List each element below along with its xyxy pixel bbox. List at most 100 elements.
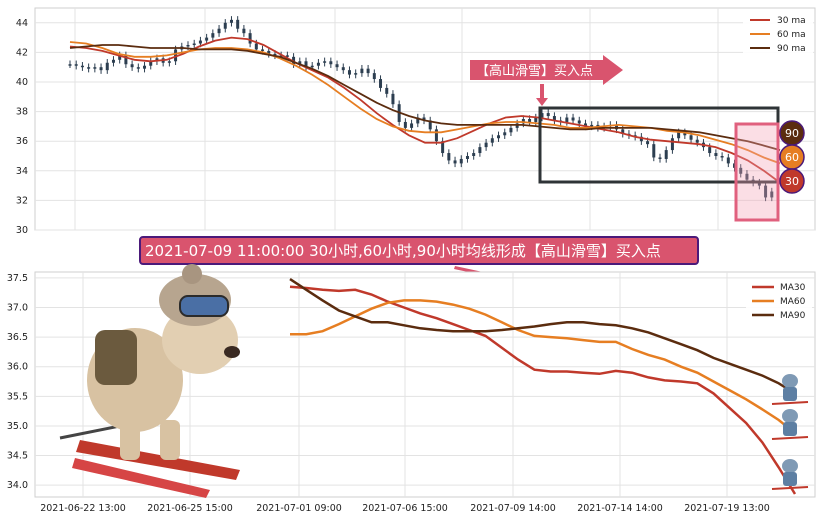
- ma-line-MA60: [290, 299, 796, 435]
- price-y-tick: 44: [16, 18, 28, 29]
- candle-body: [708, 147, 712, 154]
- price-y-tick: 42: [16, 47, 28, 58]
- candle-body: [341, 67, 345, 71]
- skier-dog-illustration: [59, 264, 240, 498]
- candle-body: [764, 185, 768, 198]
- candle-body: [714, 153, 718, 156]
- candle-body: [248, 33, 252, 44]
- candle-body: [130, 64, 134, 68]
- skier-icon: [771, 374, 809, 405]
- ma-line-MA90: [289, 278, 796, 395]
- ma-x-tick: 2021-06-25 15:00: [147, 503, 233, 514]
- candle-body: [149, 61, 153, 66]
- candle-body: [279, 55, 283, 57]
- candle-body: [745, 173, 749, 180]
- skier-icon: [771, 459, 809, 490]
- candle-body: [422, 117, 426, 121]
- small-skier-icons: [771, 374, 809, 490]
- candle-body: [186, 45, 190, 47]
- dog-leg-back: [120, 420, 140, 460]
- candle-body: [490, 138, 494, 143]
- candle-body: [211, 33, 215, 38]
- buy-signal-banner: 2021-07-09 11:00:00 30小时,60小时,90小时均线形成【高…: [139, 236, 699, 286]
- candle-body: [105, 62, 109, 71]
- candle-body: [379, 79, 383, 88]
- ma-y-tick: 37.0: [7, 303, 28, 314]
- legend-label-90ma: 90 ma: [777, 44, 806, 54]
- candle-body: [447, 153, 451, 161]
- ma-x-tick: 2021-07-06 15:00: [362, 503, 448, 514]
- candle-body: [571, 117, 575, 121]
- candle-body: [205, 37, 209, 41]
- price-panel: 30 32 34 36 38 40 42 44 30 ma 60 ma 90 ma 【高山滑雪…: [16, 7, 816, 236]
- candle-body: [93, 67, 97, 69]
- candle-body: [720, 156, 724, 158]
- banner-text: 2021-07-09 11:00:00 30小时,60小时,90小时均线形成【高…: [145, 242, 661, 260]
- candle-body: [453, 160, 457, 164]
- candle-body: [621, 129, 625, 134]
- candle-body: [118, 55, 122, 60]
- candle-body: [80, 65, 84, 68]
- candle-body: [739, 167, 743, 174]
- candle-body: [329, 61, 333, 65]
- ma-x-tick: 2021-06-22 13:00: [40, 503, 126, 514]
- candle-body: [254, 43, 258, 50]
- legend-label-MA60: MA60: [780, 297, 806, 307]
- buy-point-arrow-shape: [470, 55, 623, 85]
- ma-x-tick: 2021-07-01 09:00: [256, 503, 342, 514]
- candle-body: [229, 19, 233, 23]
- candle-body: [385, 87, 389, 94]
- price-ma-line-90-ma: [69, 44, 781, 151]
- candle-body: [577, 120, 581, 124]
- candle-body: [285, 55, 289, 57]
- candle-body: [68, 64, 72, 66]
- candle-body: [261, 49, 265, 51]
- price-y-tick: 38: [16, 107, 28, 118]
- ma-x-tick: 2021-07-19 13:00: [684, 503, 770, 514]
- banner-background: [139, 236, 699, 265]
- ma-y-tick: 35.0: [7, 421, 28, 432]
- legend-label-MA30: MA30: [780, 283, 806, 293]
- candle-body: [403, 121, 407, 128]
- candle-body: [497, 135, 501, 139]
- candle-body: [509, 127, 513, 133]
- candle-body: [503, 132, 507, 136]
- ma-legend: MA30 MA60 MA90: [746, 279, 812, 323]
- candle-body: [726, 157, 730, 164]
- ski-board-back: [76, 440, 240, 480]
- candle-body: [583, 123, 587, 127]
- candle-body: [658, 157, 662, 159]
- highlight-zone: [734, 122, 780, 222]
- candle-body: [155, 58, 159, 62]
- candle-body: [441, 141, 445, 154]
- candle-body: [298, 61, 302, 65]
- candle-body: [552, 116, 556, 121]
- ma-x-tick: 2021-07-09 14:00: [470, 503, 556, 514]
- candle-body: [646, 141, 650, 145]
- candle-body: [664, 150, 668, 159]
- candle-body: [242, 28, 246, 34]
- candle-body: [478, 147, 482, 154]
- candle-body: [639, 136, 643, 142]
- legend-label-60ma: 60 ma: [777, 30, 806, 40]
- candle-body: [217, 28, 221, 34]
- candle-body: [360, 68, 364, 74]
- candle-body: [354, 73, 358, 75]
- candle-body: [683, 132, 687, 136]
- candle-body: [136, 67, 140, 69]
- candle-body: [689, 135, 693, 140]
- candle-body: [236, 19, 240, 29]
- ma-y-tick: 35.5: [7, 391, 28, 402]
- candle-body: [465, 156, 469, 159]
- candle-body: [366, 68, 370, 74]
- dog-leg-front: [160, 420, 180, 460]
- candle-body: [304, 61, 308, 68]
- candle-body: [310, 65, 314, 68]
- candle-body: [111, 59, 115, 63]
- candle-body: [192, 43, 196, 46]
- price-y-tick: 30: [16, 225, 28, 236]
- price-y-tick: 40: [16, 77, 28, 88]
- candle-body: [670, 138, 674, 151]
- badge-30: [779, 168, 805, 194]
- candle-body: [652, 144, 656, 158]
